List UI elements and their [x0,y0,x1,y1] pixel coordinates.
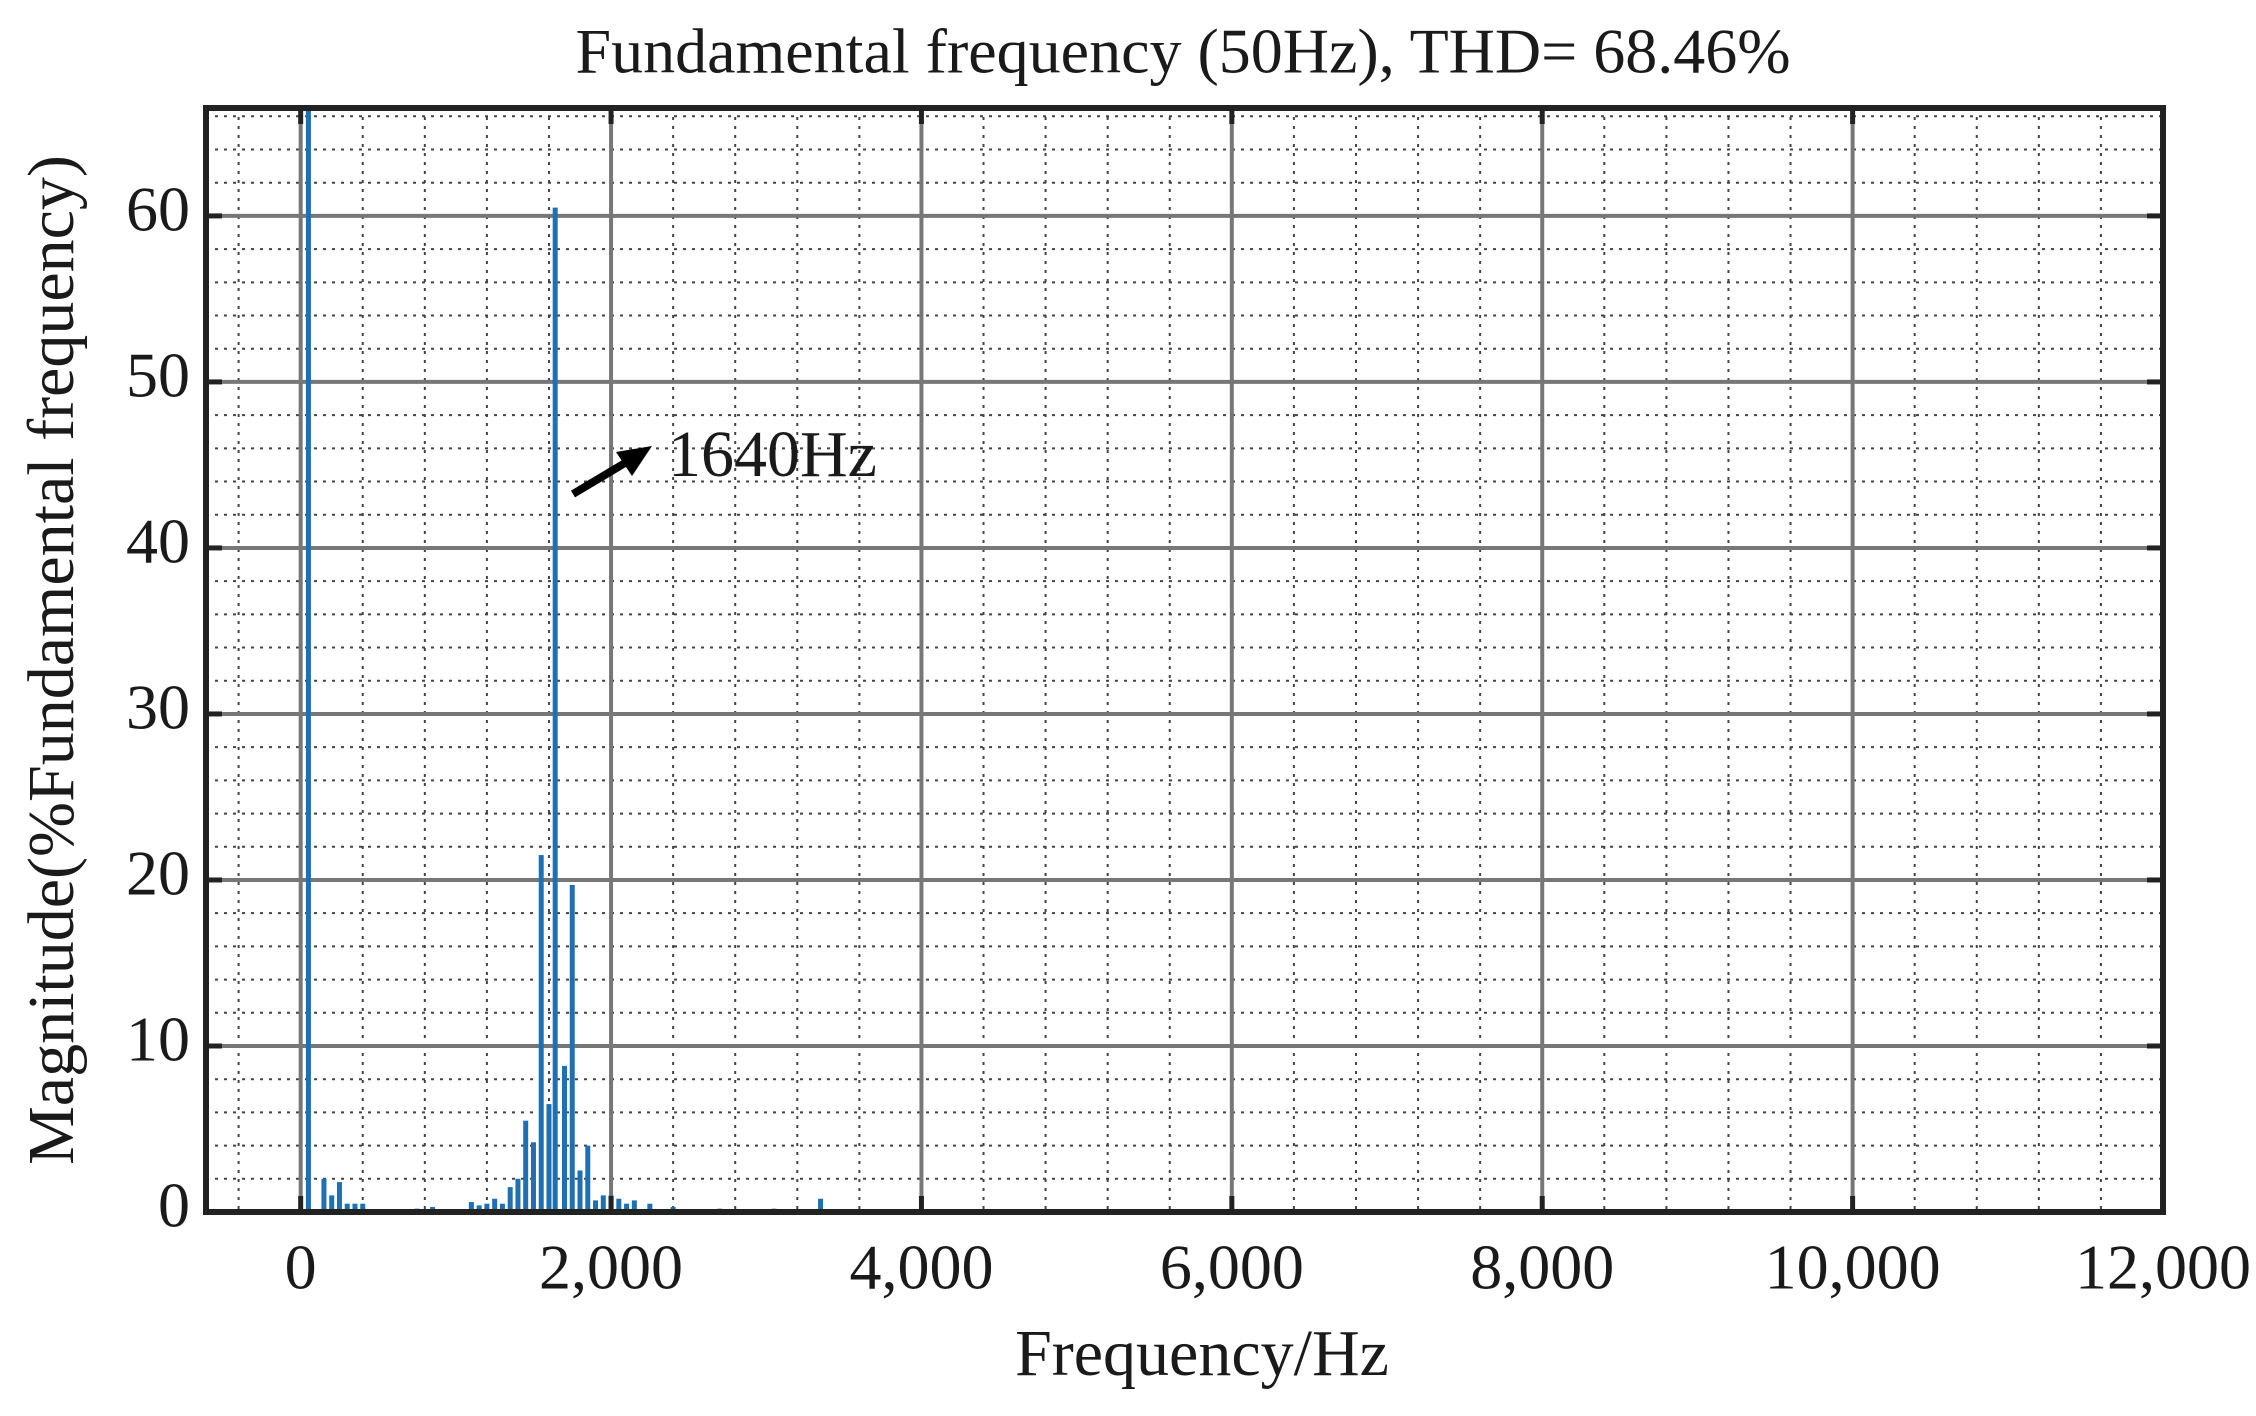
bar [468,1202,474,1212]
bar [631,1200,637,1212]
bar [344,1203,350,1212]
bar [616,1198,622,1212]
bar [515,1178,521,1212]
y-axis-label: Magnitude(%Fundamental frequency) [15,155,88,1165]
bar [530,1142,536,1212]
bar [492,1198,498,1212]
bar [585,1145,591,1212]
bar [647,1203,653,1212]
bar [600,1195,606,1212]
bar [546,1104,552,1212]
bar [818,1198,824,1212]
bar [593,1200,599,1212]
bar [329,1195,335,1212]
bar [499,1203,505,1212]
annotation-arrow [570,456,633,498]
bar [569,884,575,1212]
y-tick-label: 50 [126,340,190,411]
plot-frame [203,105,2166,1215]
bar [507,1187,513,1212]
chart-title: Fundamental frequency (50Hz), THD= 68.46… [575,16,1790,87]
bar [476,1205,482,1212]
bar [305,108,311,1212]
bar [538,855,544,1212]
y-tick-label: 10 [126,1004,190,1075]
y-tick-label: 20 [126,838,190,909]
annotation-arrow-head [616,446,652,476]
bar [523,1120,529,1212]
bar [552,207,558,1212]
x-tick-label: 10,000 [1765,1232,1941,1303]
y-tick-label: 30 [126,672,190,743]
bar [577,1170,583,1212]
annotation: 1640Hz [668,418,877,491]
bar [360,1203,366,1212]
x-tick-label: 12,000 [2075,1232,2251,1303]
x-tick-label: 8,000 [1470,1232,1614,1303]
bar [352,1203,358,1212]
y-tick-label: 0 [158,1170,190,1241]
x-tick-label: 4,000 [849,1232,993,1303]
x-tick-label: 6,000 [1160,1232,1304,1303]
bar [561,1065,567,1212]
bar [336,1182,342,1212]
bar [624,1203,630,1212]
axes: 0 2,000 4,000 6,000 8,000 10,000 12,000 0 10 20 30… [126,105,2251,1303]
bar [484,1203,490,1212]
bars [305,108,824,1212]
x-tick-label: 0 [285,1232,317,1303]
y-tick-label: 60 [126,174,190,245]
x-axis-label: Frequency/Hz [1015,1317,1389,1390]
x-tick-label: 2,000 [539,1232,683,1303]
y-tick-label: 40 [126,506,190,577]
grid [206,108,2165,1214]
bar [321,1178,327,1212]
